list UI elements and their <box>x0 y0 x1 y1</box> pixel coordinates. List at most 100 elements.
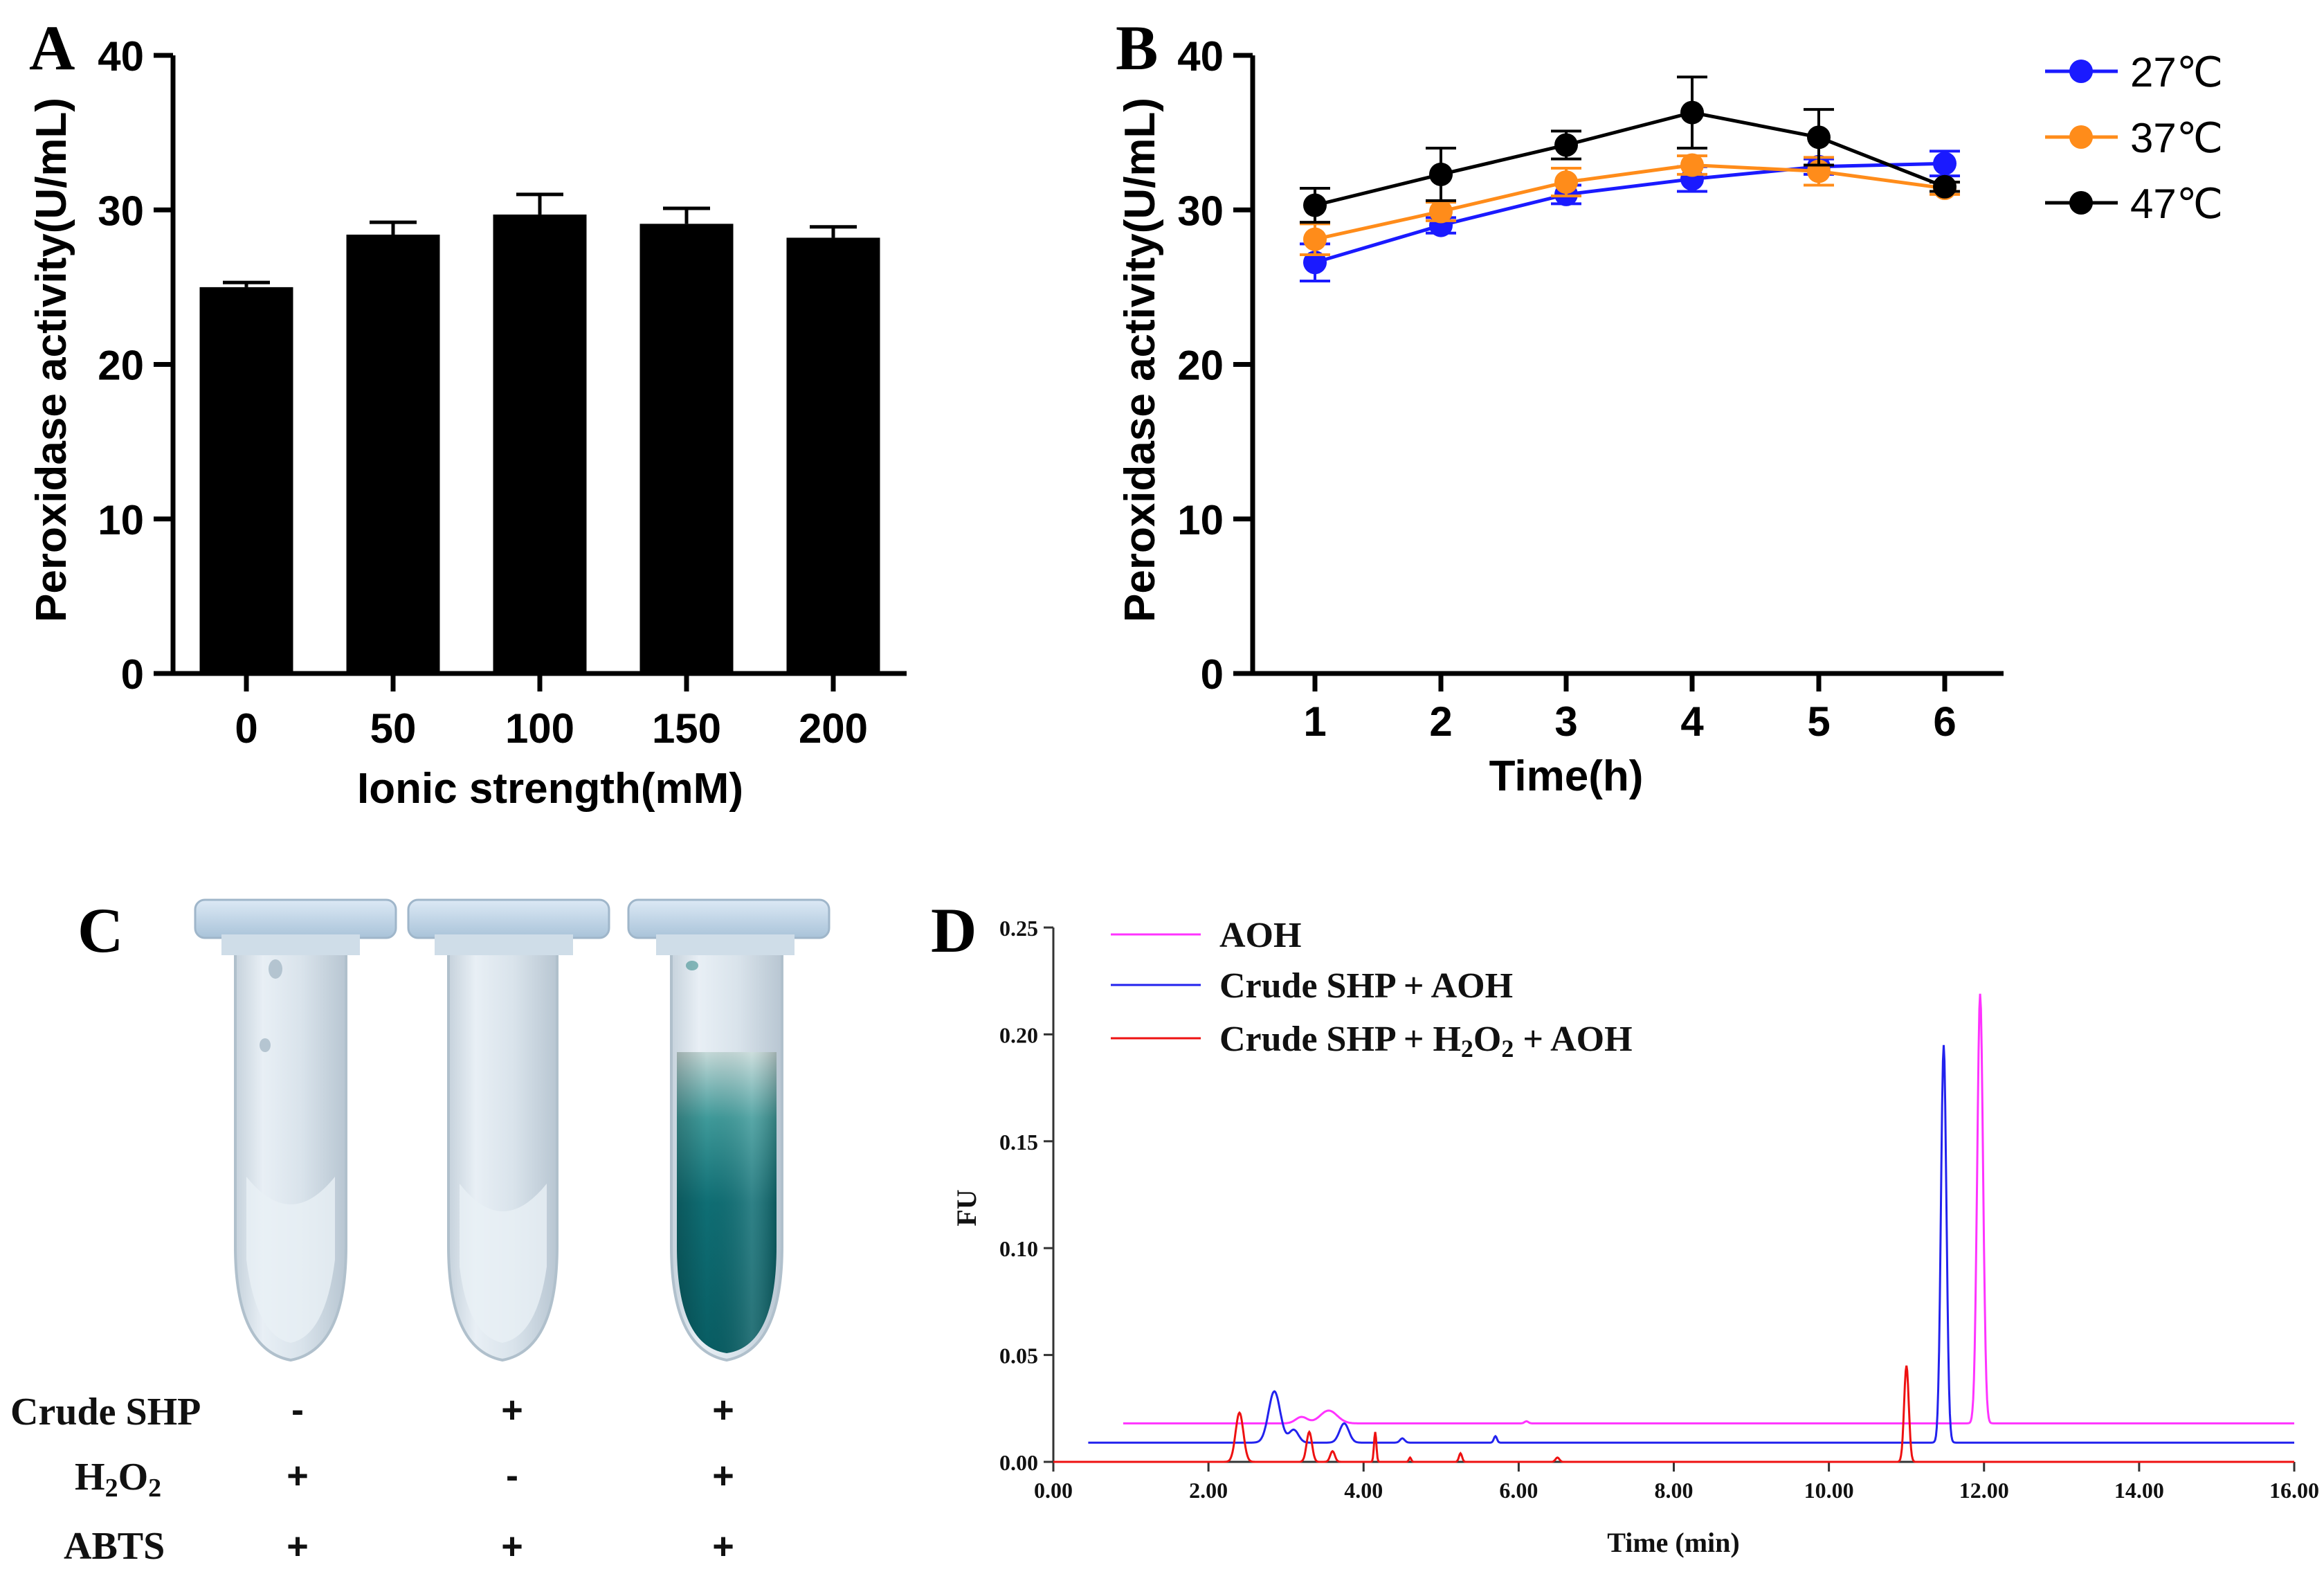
panel-d-x-tick-label: 14.00 <box>2114 1478 2164 1503</box>
sign-h2o2-2: - <box>506 1455 518 1496</box>
panel-d-y-tick-label: 0.10 <box>999 1236 1038 1261</box>
h2o2-h: H <box>75 1456 105 1499</box>
panel-b-x-tick-label: 3 <box>1554 698 1577 745</box>
panel-b-x-tick-label: 2 <box>1429 698 1452 745</box>
panel-b-data-point <box>1554 170 1578 195</box>
panel-b-x-tick-label: 4 <box>1680 698 1704 745</box>
panel-a-y-tick-label: 0 <box>121 651 144 698</box>
panel-d-x-tick-label: 12.00 <box>1959 1478 2009 1503</box>
panel-d-y-axis-label: FU <box>951 1189 982 1226</box>
panel-a-tick-labels: 0 10 20 30 40 0 50 100 150 200 <box>98 33 868 752</box>
panel-d-x-tick-label: 4.00 <box>1344 1478 1383 1503</box>
panel-b-x-axis-label: Time(h) <box>1489 752 1644 800</box>
panel-d-series <box>1053 993 2294 1463</box>
panel-a-bar <box>639 224 734 673</box>
h2o2-o: O <box>118 1456 149 1499</box>
sign-shp-3: + <box>712 1389 734 1431</box>
panel-d-x-tick-label: 8.00 <box>1655 1478 1694 1503</box>
panel-a-letter: A <box>29 12 75 83</box>
panel-d-trace-2 <box>1053 1365 2294 1463</box>
panel-d: D 0.00 0.05 0.10 0.15 0.20 0.25 0.00 2.00 4.00 6.… <box>931 895 2319 1558</box>
panel-a-bar <box>493 214 587 673</box>
panel-d-x-tick-label: 0.00 <box>1034 1478 1073 1503</box>
panel-d-trace-0 <box>1123 993 2294 1424</box>
panel-a-x-tick-label: 150 <box>652 705 721 752</box>
panel-a: A 0 10 20 30 40 0 50 100 150 200 Ionic strength(m… <box>28 12 907 813</box>
panel-d-x-tick-label: 16.00 <box>2269 1478 2319 1503</box>
panel-d-axes <box>1044 926 2296 1472</box>
panel-d-trace-1 <box>1088 1044 2294 1444</box>
legend-text-shp-h2o2-aoh: Crude SHP + H2O2 + AOH <box>1219 1020 1633 1062</box>
panel-a-x-tick-label: 100 <box>505 705 574 752</box>
sign-h2o2-1: + <box>287 1455 309 1496</box>
panel-a-bar <box>786 237 880 673</box>
sign-abts-3: + <box>712 1526 734 1567</box>
h2o2-sub-1: 2 <box>105 1474 118 1503</box>
panel-a-y-axis-label: Peroxidase activity(U/mL) <box>28 98 75 622</box>
panel-b-data-point <box>1680 100 1704 125</box>
legend-3-sub1: 2 <box>1461 1035 1473 1062</box>
panel-b-series <box>1300 75 1960 282</box>
panel-b-data-point <box>1554 133 1578 157</box>
panel-b-y-tick-label: 10 <box>1177 497 1224 543</box>
tube-3-teal <box>627 898 830 1362</box>
panel-a-y-tick-label: 40 <box>98 33 144 80</box>
panel-b-x-tick-label: 5 <box>1807 698 1830 745</box>
panel-b-legend-label: 37℃ <box>2130 115 2223 161</box>
panel-a-y-tick-label: 10 <box>98 497 144 543</box>
panel-b-legend-marker <box>2069 125 2093 149</box>
panel-d-x-axis-label: Time (min) <box>1607 1527 1739 1558</box>
panel-a-x-tick-label: 0 <box>235 705 257 752</box>
panel-b-data-point <box>1303 251 1327 275</box>
panel-d-y-tick-label: 0.05 <box>999 1344 1038 1368</box>
row-label-h2o2: H2O2 <box>75 1456 161 1503</box>
panel-d-y-tick-label: 0.25 <box>999 916 1038 941</box>
panel-b-legend-label: 27℃ <box>2130 49 2223 96</box>
legend-3-post: + AOH <box>1514 1020 1632 1059</box>
panel-b: B 0 10 20 30 40 1 2 3 4 5 6 27℃ 37℃ 47℃ Time(h) Pero… <box>1116 12 2223 800</box>
panel-b-y-axis-label: Peroxidase activity(U/mL) <box>1116 98 1164 622</box>
panel-b-letter: B <box>1116 12 1158 83</box>
panel-d-tick-labels: 0.00 0.05 0.10 0.15 0.20 0.25 0.00 2.00 4.00 6.00… <box>999 916 2319 1503</box>
legend-3-pre: Crude SHP + H <box>1219 1020 1461 1059</box>
panel-b-y-tick-label: 20 <box>1177 343 1224 389</box>
legend-3-mid: O <box>1473 1020 1501 1059</box>
panel-d-y-tick-label: 0.20 <box>999 1022 1038 1047</box>
row-label-abts: ABTS <box>64 1525 165 1568</box>
panel-a-x-axis-label: Ionic strength(mM) <box>357 765 743 813</box>
panel-c-letter: C <box>78 895 123 966</box>
tube-2-clear <box>407 898 610 1362</box>
panel-a-bar <box>199 287 293 673</box>
panel-b-series-line <box>1314 161 1945 264</box>
panel-d-letter: D <box>931 895 977 966</box>
panel-d-x-tick-label: 2.00 <box>1189 1478 1228 1503</box>
tube-1-clear <box>194 898 397 1362</box>
panel-a-y-tick-label: 20 <box>98 343 144 389</box>
panel-a-x-tick-label: 200 <box>799 705 868 752</box>
sign-abts-1: + <box>287 1526 309 1567</box>
panel-a-bars <box>199 192 880 674</box>
panel-b-legend-marker <box>2069 60 2093 83</box>
panel-b-y-tick-label: 40 <box>1177 33 1224 80</box>
panel-a-x-tick-label: 50 <box>370 705 417 752</box>
panel-b-legend-label: 47℃ <box>2130 181 2223 227</box>
panel-b-data-point <box>1303 193 1327 217</box>
panel-b-series-line <box>1314 111 1945 207</box>
panel-d-y-tick-label: 0.00 <box>999 1450 1038 1475</box>
panel-d-x-tick-label: 6.00 <box>1499 1478 1538 1503</box>
legend-text-aoh: AOH <box>1219 916 1301 955</box>
panel-b-data-point <box>1303 227 1327 251</box>
panel-b-y-tick-label: 30 <box>1177 188 1224 234</box>
sign-shp-1: - <box>291 1389 304 1431</box>
panel-b-legend: 27℃ 37℃ 47℃ <box>2045 49 2223 227</box>
panel-b-data-point <box>1807 125 1831 150</box>
legend-text-shp-aoh: Crude SHP + AOH <box>1219 966 1513 1006</box>
panel-b-series-line <box>1314 163 1945 242</box>
sign-h2o2-3: + <box>712 1455 734 1496</box>
panel-c: C Crude SHP H2O2 ABTS <box>10 895 830 1568</box>
panel-b-series-2 <box>1300 75 1960 224</box>
panel-b-legend-marker <box>2069 191 2093 215</box>
row-label-crude-shp: Crude SHP <box>10 1391 201 1433</box>
panel-b-axes <box>1233 53 2004 691</box>
